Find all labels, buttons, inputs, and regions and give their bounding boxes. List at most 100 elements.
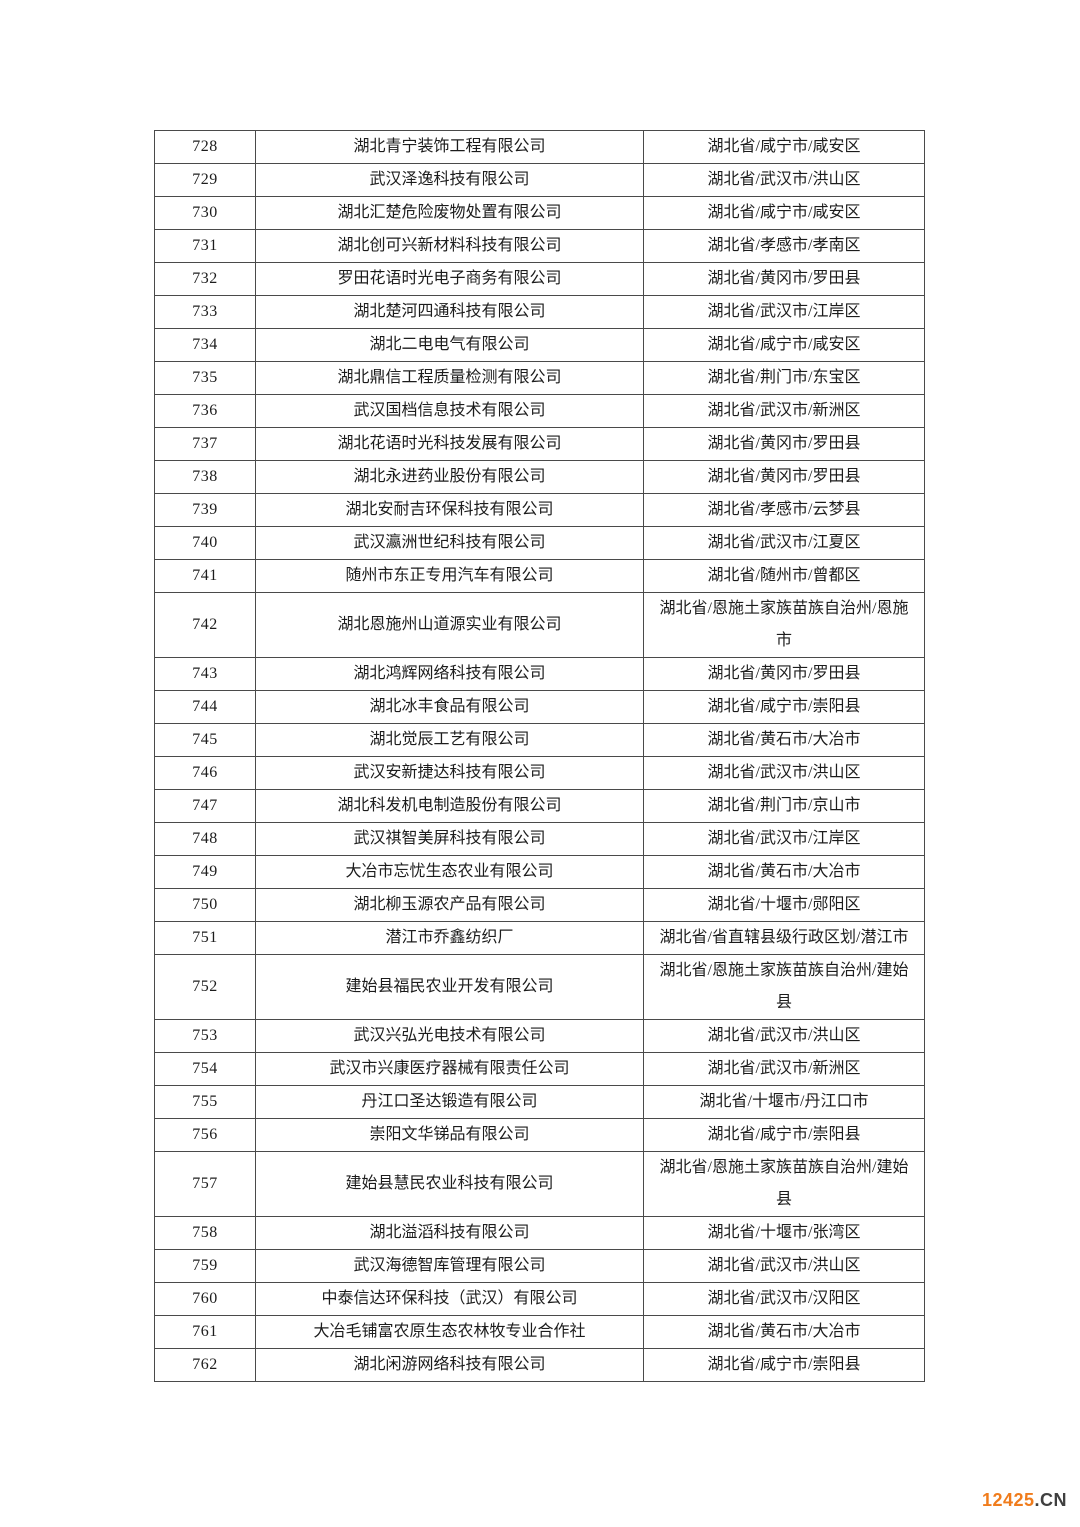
region-cell: 湖北省/咸宁市/咸安区	[643, 196, 925, 230]
company-list-table: 728 湖北青宁装饰工程有限公司 湖北省/咸宁市/咸安区 729 武汉泽逸科技有限公司湖…	[154, 130, 925, 1382]
company-name-cell: 武汉安新捷达科技有限公司	[255, 756, 644, 790]
region-cell: 湖北省/武汉市/洪山区	[643, 756, 925, 790]
table-row: 731 湖北创可兴新材料科技有限公司 湖北省/孝感市/孝南区	[154, 229, 925, 263]
table-row: 743 湖北鸿辉网络科技有限公司 湖北省/黄冈市/罗田县	[154, 657, 925, 691]
row-number-cell: 750	[154, 888, 256, 922]
company-name-cell: 丹江口圣达锻造有限公司	[255, 1085, 644, 1119]
row-number-cell: 754	[154, 1052, 256, 1086]
region-cell: 湖北省/咸宁市/崇阳县	[643, 1348, 925, 1382]
region-cell: 湖北省/黄石市/大冶市	[643, 855, 925, 889]
region-cell: 湖北省/武汉市/洪山区	[643, 163, 925, 197]
row-number-cell: 733	[154, 295, 256, 329]
row-number-cell: 736	[154, 394, 256, 428]
region-cell: 湖北省/荆门市/东宝区	[643, 361, 925, 395]
company-name-cell: 湖北创可兴新材料科技有限公司	[255, 229, 644, 263]
row-number-cell: 759	[154, 1249, 256, 1283]
table-row: 758 湖北溢滔科技有限公司 湖北省/十堰市/张湾区	[154, 1216, 925, 1250]
region-cell: 湖北省/黄石市/大冶市	[643, 723, 925, 757]
row-number-cell: 752	[154, 954, 256, 1020]
region-cell: 湖北省/恩施土家族苗族自治州/建始县	[643, 954, 925, 1020]
region-cell: 湖北省/武汉市/新洲区	[643, 1052, 925, 1086]
table-row: 744 湖北冰丰食品有限公司 湖北省/咸宁市/崇阳县	[154, 690, 925, 724]
table-row: 733 湖北楚河四通科技有限公司 湖北省/武汉市/江岸区	[154, 295, 925, 329]
table-row: 759 武汉海德智库管理有限公司 湖北省/武汉市/洪山区	[154, 1249, 925, 1283]
company-name-cell: 湖北闲游网络科技有限公司	[255, 1348, 644, 1382]
company-name-cell: 湖北溢滔科技有限公司	[255, 1216, 644, 1250]
company-table-body: 728 湖北青宁装饰工程有限公司 湖北省/咸宁市/咸安区 729 武汉泽逸科技有限公司湖…	[154, 130, 925, 1382]
table-row: 753 武汉兴弘光电技术有限公司 湖北省/武汉市/洪山区	[154, 1019, 925, 1053]
row-number-cell: 744	[154, 690, 256, 724]
region-cell: 湖北省/武汉市/洪山区	[643, 1019, 925, 1053]
watermark-number: 12425	[981, 1490, 1035, 1510]
table-row: 736 武汉国档信息技术有限公司 湖北省/武汉市/新洲区	[154, 394, 925, 428]
row-number-cell: 735	[154, 361, 256, 395]
row-number-cell: 746	[154, 756, 256, 790]
company-name-cell: 武汉海德智库管理有限公司	[255, 1249, 644, 1283]
row-number-cell: 749	[154, 855, 256, 889]
company-name-cell: 随州市东正专用汽车有限公司	[255, 559, 644, 593]
row-number-cell: 757	[154, 1151, 256, 1217]
company-name-cell: 湖北柳玉源农产品有限公司	[255, 888, 644, 922]
row-number-cell: 741	[154, 559, 256, 593]
region-cell: 湖北省/武汉市/洪山区	[643, 1249, 925, 1283]
table-row: 752 建始县福民农业开发有限公司 湖北省/恩施土家族苗族自治州/建始县	[154, 954, 925, 1020]
row-number-cell: 761	[154, 1315, 256, 1349]
table-row: 749 大冶市忘忧生态农业有限公司 湖北省/黄石市/大冶市	[154, 855, 925, 889]
company-name-cell: 武汉祺智美屏科技有限公司	[255, 822, 644, 856]
table-row: 738 湖北永进药业股份有限公司 湖北省/黄冈市/罗田县	[154, 460, 925, 494]
company-name-cell: 建始县福民农业开发有限公司	[255, 954, 644, 1020]
watermark: 12425.CN	[982, 1490, 1067, 1511]
company-name-cell: 湖北冰丰食品有限公司	[255, 690, 644, 724]
region-cell: 湖北省/恩施土家族苗族自治州/建始县	[643, 1151, 925, 1217]
table-row: 728 湖北青宁装饰工程有限公司 湖北省/咸宁市/咸安区	[154, 130, 925, 164]
table-row: 735 湖北鼎信工程质量检测有限公司 湖北省/荆门市/东宝区	[154, 361, 925, 395]
row-number-cell: 728	[154, 130, 256, 164]
table-row: 745 湖北觉辰工艺有限公司 湖北省/黄石市/大冶市	[154, 723, 925, 757]
company-name-cell: 湖北恩施州山道源实业有限公司	[255, 592, 644, 658]
region-cell: 湖北省/随州市/曾都区	[643, 559, 925, 593]
region-cell: 湖北省/十堰市/丹江口市	[643, 1085, 925, 1119]
company-name-cell: 大冶市忘忧生态农业有限公司	[255, 855, 644, 889]
table-row: 748 武汉祺智美屏科技有限公司 湖北省/武汉市/江岸区	[154, 822, 925, 856]
row-number-cell: 743	[154, 657, 256, 691]
company-name-cell: 湖北青宁装饰工程有限公司	[255, 130, 644, 164]
region-cell: 湖北省/十堰市/张湾区	[643, 1216, 925, 1250]
region-cell: 湖北省/十堰市/郧阳区	[643, 888, 925, 922]
table-row: 755 丹江口圣达锻造有限公司 湖北省/十堰市/丹江口市	[154, 1085, 925, 1119]
row-number-cell: 762	[154, 1348, 256, 1382]
table-row: 730 湖北汇楚危险废物处置有限公司 湖北省/咸宁市/咸安区	[154, 196, 925, 230]
table-row: 751 潜江市乔鑫纺织厂 湖北省/省直辖县级行政区划/潜江市	[154, 921, 925, 955]
company-name-cell: 湖北鸿辉网络科技有限公司	[255, 657, 644, 691]
company-name-cell: 湖北永进药业股份有限公司	[255, 460, 644, 494]
table-row: 750 湖北柳玉源农产品有限公司 湖北省/十堰市/郧阳区	[154, 888, 925, 922]
watermark-suffix: .CN	[1034, 1490, 1067, 1510]
company-name-cell: 湖北鼎信工程质量检测有限公司	[255, 361, 644, 395]
company-name-cell: 武汉市兴康医疗器械有限责任公司	[255, 1052, 644, 1086]
row-number-cell: 738	[154, 460, 256, 494]
table-row: 747 湖北科发机电制造股份有限公司 湖北省/荆门市/京山市	[154, 789, 925, 823]
row-number-cell: 748	[154, 822, 256, 856]
company-name-cell: 武汉兴弘光电技术有限公司	[255, 1019, 644, 1053]
company-name-cell: 大冶毛铺富农原生态农林牧专业合作社	[255, 1315, 644, 1349]
row-number-cell: 732	[154, 262, 256, 296]
region-cell: 湖北省/武汉市/江岸区	[643, 822, 925, 856]
region-cell: 湖北省/黄石市/大冶市	[643, 1315, 925, 1349]
row-number-cell: 756	[154, 1118, 256, 1152]
region-cell: 湖北省/咸宁市/崇阳县	[643, 1118, 925, 1152]
table-row: 746 武汉安新捷达科技有限公司 湖北省/武汉市/洪山区	[154, 756, 925, 790]
region-cell: 湖北省/武汉市/江岸区	[643, 295, 925, 329]
region-cell: 湖北省/恩施土家族苗族自治州/恩施市	[643, 592, 925, 658]
table-row: 732 罗田花语时光电子商务有限公司 湖北省/黄冈市/罗田县	[154, 262, 925, 296]
row-number-cell: 737	[154, 427, 256, 461]
company-name-cell: 湖北汇楚危险废物处置有限公司	[255, 196, 644, 230]
table-row: 739 湖北安耐吉环保科技有限公司 湖北省/孝感市/云梦县	[154, 493, 925, 527]
row-number-cell: 742	[154, 592, 256, 658]
company-name-cell: 崇阳文华锑品有限公司	[255, 1118, 644, 1152]
table-row: 762 湖北闲游网络科技有限公司 湖北省/咸宁市/崇阳县	[154, 1348, 925, 1382]
company-name-cell: 建始县慧民农业科技有限公司	[255, 1151, 644, 1217]
row-number-cell: 745	[154, 723, 256, 757]
company-name-cell: 中泰信达环保科技（武汉）有限公司	[255, 1282, 644, 1316]
row-number-cell: 755	[154, 1085, 256, 1119]
region-cell: 湖北省/武汉市/汉阳区	[643, 1282, 925, 1316]
row-number-cell: 730	[154, 196, 256, 230]
